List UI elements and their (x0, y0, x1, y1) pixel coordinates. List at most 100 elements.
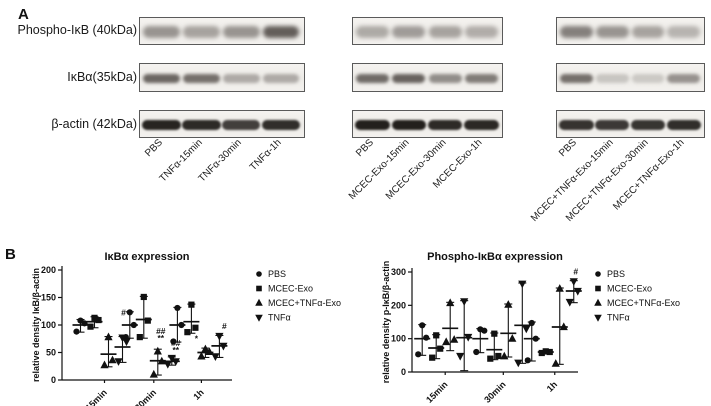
blot-row-label-b-actin: β-actin (42kDa) (51, 117, 137, 131)
data-point-triangle-up (442, 337, 451, 346)
significance-annotation: ** (172, 345, 179, 355)
lane-label: PBS (353, 137, 376, 160)
x-tick-label: 15min (424, 379, 449, 404)
data-point-circle (595, 271, 601, 277)
x-tick-label: 15min (83, 387, 108, 406)
y-tick-label: 100 (391, 334, 406, 344)
protein-band (355, 120, 390, 130)
data-point-triangle-up (157, 356, 166, 365)
data-point-triangle-up (450, 335, 459, 343)
data-point-triangle-up (108, 355, 117, 364)
data-point-circle (423, 334, 430, 341)
data-point-triangle-down (118, 334, 127, 343)
data-point-triangle-down (211, 353, 220, 361)
significance-annotation: ** (157, 333, 164, 343)
protein-band (223, 74, 260, 83)
expression-chart: Phospho-IκBα expression relative density … (381, 251, 680, 405)
protein-band (594, 120, 630, 130)
significance-annotation: # (222, 321, 227, 331)
data-point-circle (415, 351, 422, 358)
protein-band (222, 120, 261, 130)
protein-band (143, 26, 180, 38)
data-point-square (91, 314, 98, 321)
protein-band (223, 26, 260, 38)
data-point-triangle-down (514, 359, 523, 368)
chart-title: IκBα expression (104, 251, 189, 263)
protein-band (391, 120, 427, 130)
data-point-triangle-down (114, 358, 123, 366)
legend-label: MCEC-Exo (607, 284, 652, 294)
blot-panel-phospho-ikb (556, 17, 705, 45)
data-point-triangle-down (518, 280, 527, 289)
protein-band (667, 26, 701, 38)
data-point-triangle-down (565, 298, 574, 307)
blot-panel-b-actin (139, 110, 305, 138)
data-point-triangle-down (569, 278, 578, 286)
blot-panel-b-actin (352, 110, 503, 138)
protein-band (183, 74, 220, 83)
protein-band (559, 120, 594, 130)
data-point-triangle-down (460, 298, 469, 306)
data-point-circle (256, 271, 262, 277)
significance-annotation: * (195, 334, 199, 344)
data-point-triangle-up (555, 284, 564, 292)
data-point-triangle-up (153, 346, 162, 355)
protein-band (262, 74, 300, 83)
x-tick-label: 30min (482, 379, 507, 404)
lane-label: TNFα-1h (248, 137, 285, 174)
lane-label: PBS (142, 137, 165, 160)
protein-band (464, 26, 498, 38)
data-point-triangle-up (100, 360, 109, 369)
data-point-triangle-up (446, 298, 455, 307)
data-point-circle (524, 357, 531, 364)
y-tick-label: 300 (391, 267, 406, 277)
protein-band (262, 120, 301, 130)
panel-a-label: A (18, 6, 29, 23)
data-point-square (487, 355, 494, 362)
y-tick-label: 0 (401, 367, 406, 377)
protein-band (356, 74, 390, 83)
data-point-triangle-up (508, 334, 517, 342)
data-point-circle (130, 321, 137, 329)
protein-band (559, 26, 593, 38)
legend-label: TNFα (607, 313, 630, 323)
protein-band (183, 26, 220, 38)
data-point-triangle-up (551, 359, 560, 367)
significance-annotation: * (98, 315, 102, 325)
data-point-triangle-down (573, 287, 582, 296)
chart-title: Phospho-IκBα expression (427, 251, 563, 263)
data-point-square (437, 345, 444, 352)
protein-band (464, 74, 498, 83)
blot-panel-phospho-ikb (352, 17, 503, 45)
y-tick-label: 150 (41, 293, 56, 303)
y-tick-label: 200 (41, 265, 56, 275)
x-tick-label: 30min (133, 387, 158, 406)
legend-label: PBS (268, 269, 286, 279)
significance-annotation: # (121, 308, 126, 318)
data-point-triangle-up (594, 298, 602, 306)
data-point-triangle-up (255, 298, 263, 306)
data-point-square (491, 330, 498, 337)
blot-panel-b-actin (556, 110, 705, 138)
data-point-triangle-down (163, 360, 172, 369)
data-point-circle (174, 304, 181, 312)
data-point-triangle-up (201, 344, 210, 353)
data-point-circle (473, 348, 480, 356)
data-point-triangle-down (255, 314, 263, 322)
data-point-triangle-up (104, 332, 113, 341)
protein-band (631, 74, 665, 83)
data-point-triangle-down (219, 342, 228, 351)
data-point-triangle-down (594, 314, 602, 322)
data-point-square (184, 329, 191, 336)
protein-band (392, 26, 426, 38)
protein-band (142, 120, 181, 130)
data-point-triangle-up (205, 347, 214, 356)
y-axis-label: relative density IκB/β-actin (31, 268, 41, 382)
protein-band (666, 120, 701, 130)
data-point-triangle-down (167, 354, 176, 363)
data-point-square (595, 285, 601, 292)
protein-band (143, 74, 180, 83)
blot-panel-ikba (352, 63, 503, 92)
data-point-triangle-down (215, 332, 224, 341)
